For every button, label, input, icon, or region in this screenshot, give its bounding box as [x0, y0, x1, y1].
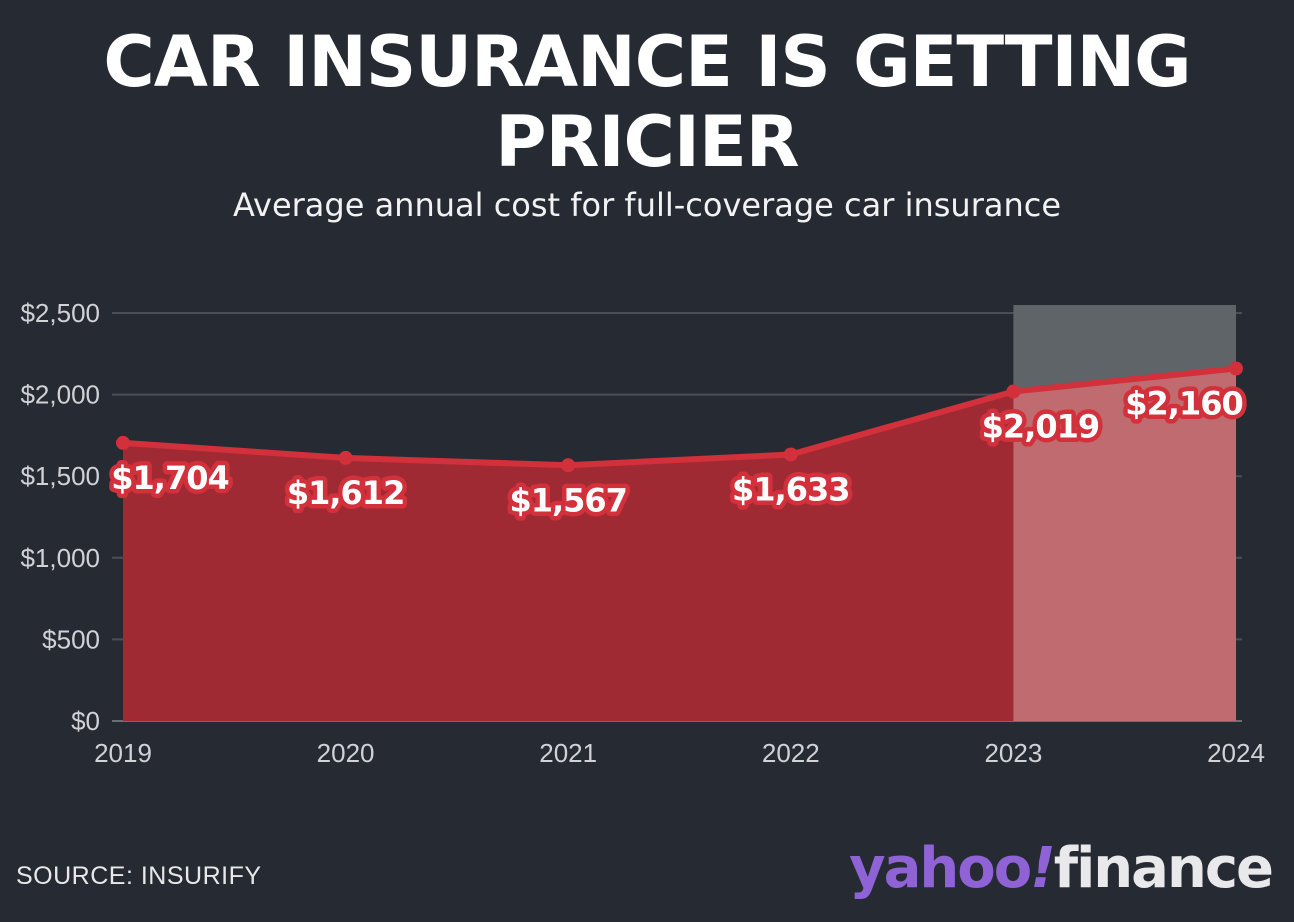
data-label: $1,612: [287, 474, 404, 512]
data-label: $1,567: [509, 481, 626, 519]
source-note: SOURCE: INSURIFY: [16, 862, 262, 890]
data-label-outline: $1,567: [509, 481, 626, 519]
y-tick-label: $2,500: [20, 298, 100, 328]
data-labels: $1,704$1,704 $1,612$1,612 $1,567$1,567 $1,6…: [107, 380, 1248, 524]
series-line: [120, 365, 1239, 469]
data-label-outline: $2,019: [982, 407, 1099, 445]
area-fill-projected: [1013, 368, 1236, 721]
chart-title: CAR INSURANCE IS GETTING PRICIER: [0, 22, 1294, 182]
y-tick-label: $1,500: [20, 461, 100, 491]
chart-title-line-2: PRICIER: [495, 101, 799, 183]
x-tick-label: 2021: [539, 738, 597, 768]
data-label-outline: $1,704: [111, 459, 228, 497]
data-point: [1006, 384, 1021, 399]
data-label-outline: $1,612: [287, 474, 404, 512]
y-tick-label: $2,000: [20, 380, 100, 410]
data-point: [1229, 361, 1243, 376]
data-label: $1,704: [111, 459, 228, 497]
chart-subtitle: Average annual cost for full-coverage ca…: [232, 186, 1062, 224]
y-tick-label: $500: [42, 624, 100, 654]
data-label: $1,633: [732, 470, 849, 508]
data-point: [116, 435, 130, 450]
x-axis: 2019 2020 2021 2022 2023 2024: [94, 738, 1265, 768]
logo-finance-text: finance: [1053, 836, 1274, 901]
logo-exclamation: !: [1030, 836, 1056, 901]
x-tick-label: 2022: [762, 738, 820, 768]
x-tick-label: 2019: [94, 738, 152, 768]
area-fill: [123, 391, 1014, 721]
data-label: $2,019: [982, 407, 1099, 445]
data-point: [338, 450, 353, 465]
chart-line: [116, 361, 1243, 473]
chart-area: [123, 305, 1236, 721]
data-label: $2,160: [1125, 384, 1242, 422]
data-point: [561, 458, 576, 473]
data-point: [783, 447, 798, 462]
x-tick-label: 2024: [1207, 738, 1265, 768]
y-tick-label: $1,000: [20, 543, 100, 573]
x-tick-label: 2023: [984, 738, 1042, 768]
y-tick-label: $0: [71, 706, 100, 736]
chart-title-line-1: CAR INSURANCE IS GETTING: [103, 21, 1191, 103]
x-tick-label: 2020: [317, 738, 375, 768]
y-axis: $0 $500 $1,000 $1,500 $2,000 $2,500: [20, 298, 100, 736]
logo-yahoo-text: yahoo: [849, 836, 1032, 901]
data-label-outline: $2,160: [1125, 384, 1242, 422]
yahoo-finance-logo: yahoo!finance: [849, 836, 1274, 901]
data-label-outline: $1,633: [732, 470, 849, 508]
